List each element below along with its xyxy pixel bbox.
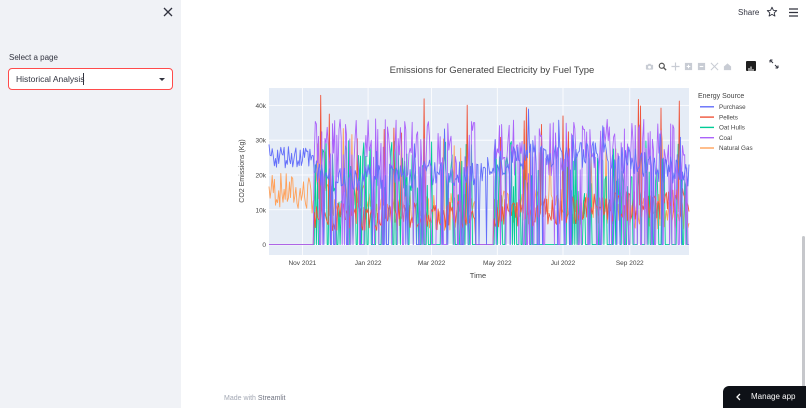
chart-modebar (643, 60, 734, 72)
x-tick-label: Mar 2022 (418, 260, 446, 267)
x-tick-label: Sep 2022 (616, 260, 644, 267)
scrollbar[interactable] (802, 236, 805, 408)
legend-label: Pellets (719, 114, 738, 121)
page-select-value: Historical Analysis (16, 74, 85, 84)
select-label: Select a page (9, 53, 58, 62)
footer-made-with: Made with (224, 395, 256, 402)
y-tick-label: 0 (262, 242, 266, 249)
share-button[interactable]: Share (738, 8, 760, 17)
zoom-in-icon[interactable] (682, 60, 695, 72)
hamburger-menu-icon[interactable] (788, 7, 799, 18)
x-tick-label: May 2022 (483, 260, 512, 267)
legend-title: Energy Source (698, 93, 744, 100)
emissions-chart: Emissions for Generated Electricity by F… (239, 65, 753, 280)
y-axis-ticks: 0 10k 20k 30k 40k (256, 103, 267, 249)
series-line-purchase[interactable] (268, 108, 690, 246)
streamlit-link[interactable]: Streamlit (257, 395, 286, 402)
x-tick-label: Nov 2021 (288, 260, 316, 267)
fullscreen-icon[interactable] (769, 59, 779, 69)
manage-app-button[interactable]: Manage app (723, 386, 806, 408)
legend: Energy Source Purchase Pellets Oat Hulls Co… (698, 93, 753, 152)
x-axis-ticks: Nov 2021 Jan 2022 Mar 2022 May 2022 Jul 2022… (288, 260, 644, 267)
star-icon[interactable] (766, 6, 778, 18)
series-lines (268, 94, 690, 246)
chevron-left-icon (736, 393, 741, 401)
home-icon[interactable] (721, 60, 734, 72)
autoscale-icon[interactable] (708, 60, 721, 72)
footer: Made with Streamlit (224, 395, 285, 402)
zoom-out-icon[interactable] (695, 60, 708, 72)
legend-item[interactable]: Natural Gas (700, 145, 753, 152)
sidebar: Select a page Historical Analysis (0, 0, 181, 408)
x-tick-label: Jul 2022 (551, 260, 576, 267)
chart-title: Emissions for Generated Electricity by F… (390, 65, 595, 76)
legend-item[interactable]: Pellets (700, 114, 738, 121)
y-tick-label: 30k (256, 138, 267, 145)
x-tick-label: Jan 2022 (355, 260, 382, 267)
y-tick-label: 40k (256, 103, 267, 110)
y-tick-label: 10k (256, 207, 267, 214)
camera-icon[interactable] (643, 60, 656, 72)
legend-item[interactable]: Coal (700, 135, 732, 142)
pan-icon[interactable] (669, 60, 682, 72)
text-cursor (83, 73, 84, 85)
y-axis-label: CO2 Emissions (Kg) (239, 139, 246, 202)
x-axis-label: Time (470, 271, 486, 280)
legend-label: Oat Hulls (719, 125, 745, 132)
legend-item[interactable]: Purchase (700, 104, 746, 111)
legend-label: Coal (719, 135, 732, 142)
chevron-down-icon[interactable] (159, 78, 165, 81)
legend-item[interactable]: Oat Hulls (700, 125, 745, 132)
y-tick-label: 20k (256, 172, 267, 179)
legend-label: Natural Gas (719, 145, 753, 152)
legend-label: Purchase (719, 104, 746, 111)
close-sidebar-icon[interactable] (161, 5, 175, 19)
manage-app-label: Manage app (751, 392, 796, 401)
plotly-logo-icon[interactable] (746, 61, 756, 72)
page-select[interactable]: Historical Analysis (8, 68, 173, 90)
zoom-icon[interactable] (656, 60, 669, 72)
